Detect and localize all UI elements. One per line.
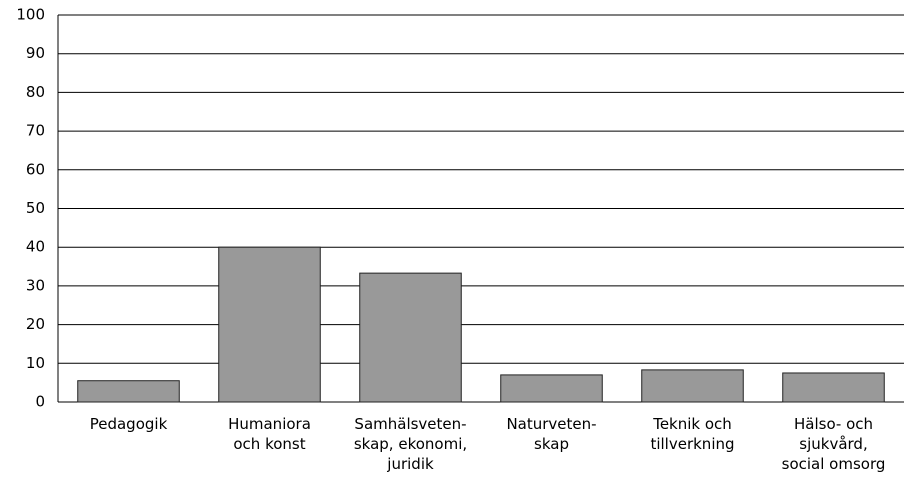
x-tick-label-line: och konst [233, 435, 305, 453]
bar [359, 272, 462, 403]
y-tick-label: 60 [26, 160, 45, 178]
x-tick-label-line: tillverkning [650, 435, 734, 453]
x-tick-label-line: sjukvård, [799, 435, 867, 453]
y-tick-label: 20 [26, 315, 45, 333]
x-tick-label: Hälso- och sjukvård, social omsorg [782, 415, 886, 473]
x-tick-label-line: Naturveten- [506, 415, 596, 433]
y-tick-label: 70 [26, 122, 45, 140]
x-tick-label: Naturveten-skap [506, 415, 596, 453]
y-tick-label: 80 [26, 83, 45, 101]
x-tick-label-line: Teknik och [652, 415, 732, 433]
bar [77, 380, 180, 403]
bar [218, 246, 321, 403]
x-tick-label: Humaniora och konst [228, 415, 311, 453]
x-tick-label-line: social omsorg [782, 455, 886, 473]
y-tick-label: 10 [26, 354, 45, 372]
bar [641, 369, 744, 403]
bar [782, 372, 885, 403]
y-tick-label: 90 [26, 44, 45, 62]
y-tick-label: 50 [26, 199, 45, 217]
x-tick-label-line: juridik [386, 455, 434, 473]
x-tick-label-line: skap, ekonomi, [354, 435, 467, 453]
x-tick-label: Samhälsveten-skap, ekonomi, juridik [354, 415, 467, 473]
y-tick-label: 40 [26, 238, 45, 256]
y-tick-label: 30 [26, 276, 45, 294]
x-tick-label: Pedagogik [90, 415, 168, 433]
x-tick-label-line: Hälso- och [794, 415, 873, 433]
x-tick-label-line: Pedagogik [90, 415, 168, 433]
bar [500, 374, 603, 403]
x-tick-label-line: Humaniora [228, 415, 311, 433]
y-tick-label: 100 [16, 6, 45, 24]
y-tick-label: 0 [35, 393, 45, 411]
x-tick-label: Teknik och tillverkning [650, 415, 734, 453]
x-tick-label-line: Samhälsveten- [354, 415, 466, 433]
x-tick-label-line: skap [534, 435, 569, 453]
